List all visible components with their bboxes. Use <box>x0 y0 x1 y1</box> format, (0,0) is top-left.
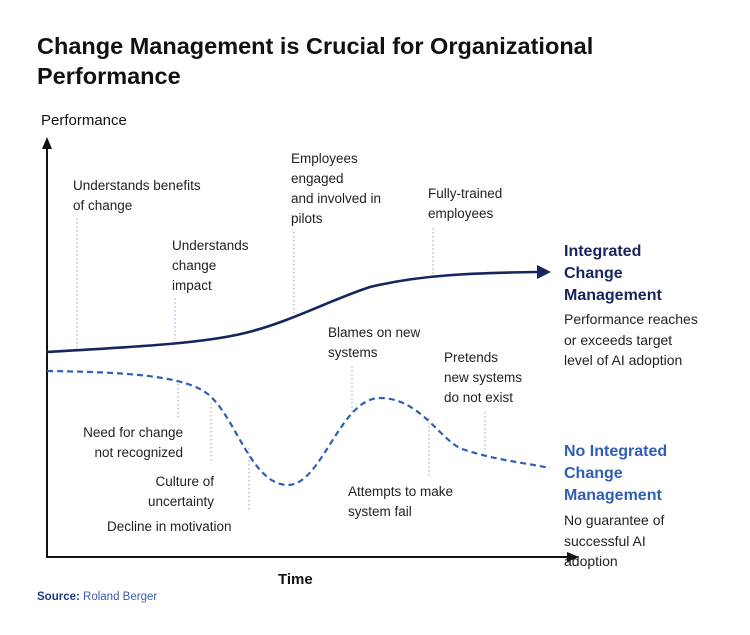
milestone-understands-benefits: Understands benefits of change <box>73 178 201 213</box>
source-label: Source: <box>37 591 80 603</box>
page-title: Change Management is Crucial for Organiz… <box>37 33 594 89</box>
milestone-need-for-change: Need for change not recognized <box>83 425 183 460</box>
milestone-understands-impact: Understands change impact <box>172 238 249 293</box>
source-value: Roland Berger <box>83 591 158 603</box>
y-axis-arrow-icon <box>42 137 52 149</box>
x-axis-arrow-icon <box>567 552 579 562</box>
legend-integrated-description: Performance reaches or exceeds target le… <box>564 311 698 368</box>
legend-no-integrated-title: No Integrated Change Management <box>564 443 668 504</box>
milestone-employees-engaged: Employees engaged and involved in pilots <box>291 151 382 226</box>
integrated-change-curve <box>46 270 539 354</box>
milestone-blames-on-new-systems: Blames on new systems <box>328 325 421 360</box>
integrated-curve-arrow-icon <box>537 265 551 279</box>
milestone-attempts-to-make-system-fail: Attempts to make system fail <box>348 484 454 519</box>
legend-no-integrated-description: No guarantee of successful AI adoption <box>564 512 665 569</box>
milestone-pretends-new-systems: Pretends new systems do not exist <box>444 350 523 405</box>
milestone-culture-of-uncertainty: Culture of uncertainty <box>147 474 214 509</box>
legend-integrated-title: Integrated Change Management <box>564 243 662 304</box>
source-note: Source: Roland Berger <box>37 591 157 603</box>
milestone-decline-in-motivation: Decline in motivation <box>107 519 232 534</box>
milestone-fully-trained: Fully-trained employees <box>428 186 503 221</box>
x-axis-label: Time <box>278 571 313 588</box>
no-integrated-change-curve <box>46 369 551 487</box>
y-axis-label: Performance <box>41 112 127 129</box>
